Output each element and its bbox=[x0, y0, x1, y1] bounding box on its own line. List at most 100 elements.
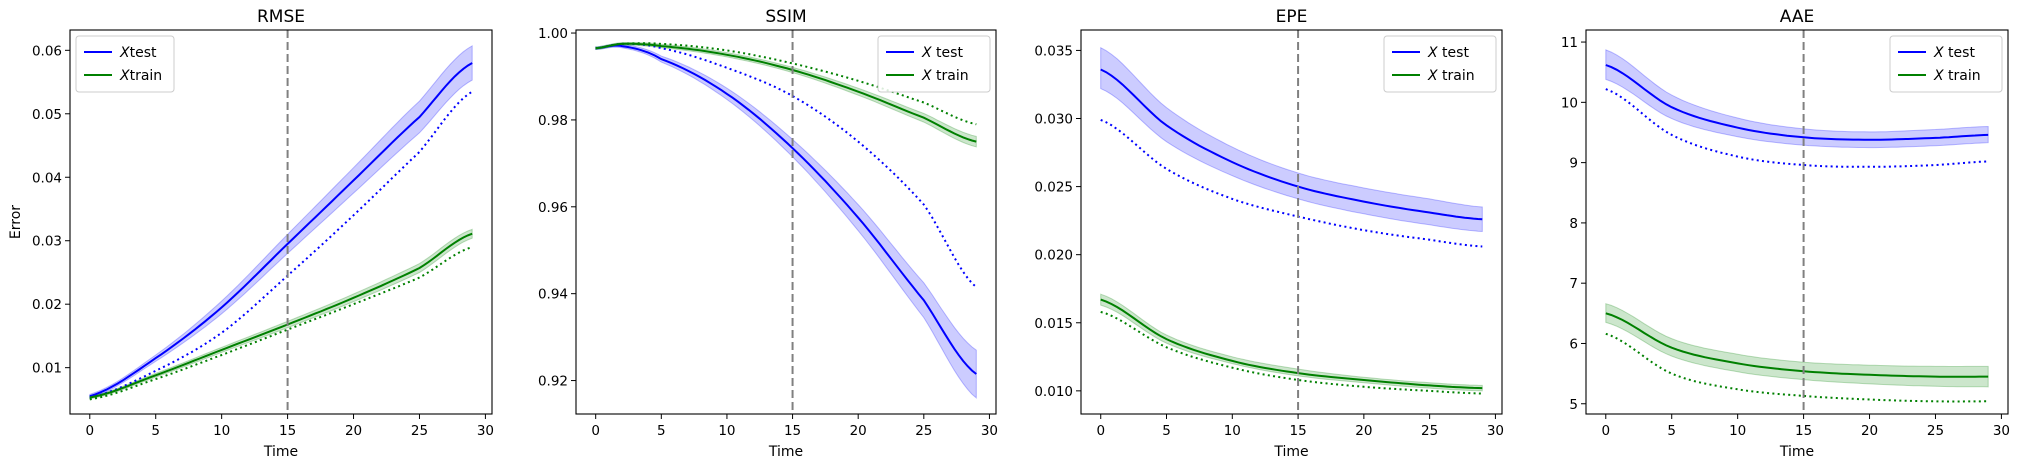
y-tick-label: 0.010 bbox=[1034, 384, 1073, 400]
x-tick-label: 0 bbox=[1601, 423, 1610, 439]
y-tick-label: 0.03 bbox=[32, 234, 62, 250]
x-tick-label: 15 bbox=[1795, 423, 1812, 439]
x-tick-label: 0 bbox=[85, 423, 94, 439]
chart-panel-epe: 0 5 10 15 20 25 30 0.010 0.015 0.020 0.025 0.030 0.0… bbox=[1034, 7, 1504, 460]
chart-title: EPE bbox=[1276, 7, 1308, 27]
x-tick-label: 15 bbox=[1289, 423, 1306, 439]
x-tick-label: 30 bbox=[1993, 423, 2010, 439]
x-tick-label: 15 bbox=[279, 423, 296, 439]
chart-title: AAE bbox=[1780, 7, 1814, 27]
y-axis-label: Error bbox=[8, 205, 24, 239]
confidence-band-xtest bbox=[1605, 49, 1989, 149]
x-tick-label: 20 bbox=[850, 423, 867, 439]
chart-panel-aae: 0 5 10 15 20 25 30 5 6 7 8 9 10 11 AAE Time X test X trai… bbox=[1561, 7, 2010, 460]
legend: Xtest Xtrain bbox=[75, 35, 175, 93]
x-tick-label: 30 bbox=[981, 423, 998, 439]
legend-box bbox=[877, 35, 991, 93]
y-tick-label: 5 bbox=[1569, 397, 1578, 413]
axes-frame bbox=[575, 29, 997, 415]
y-tick-label: 0.96 bbox=[538, 200, 568, 216]
axes-frame bbox=[1080, 29, 1503, 415]
legend-box bbox=[1889, 35, 2003, 93]
y-tick-label: 9 bbox=[1569, 156, 1578, 172]
legend-box bbox=[75, 35, 175, 93]
x-tick-label: 25 bbox=[915, 423, 932, 439]
x-tick-label: 0 bbox=[591, 423, 600, 439]
y-tick-label: 0.98 bbox=[538, 113, 568, 129]
x-tick-label: 5 bbox=[151, 423, 160, 439]
legend-entry: X train bbox=[1427, 68, 1475, 84]
x-axis-label: Time bbox=[1273, 444, 1308, 460]
y-tick-label: 0.015 bbox=[1034, 316, 1073, 332]
y-tick-label: 0.02 bbox=[32, 297, 62, 313]
x-tick-label: 20 bbox=[1861, 423, 1878, 439]
x-tick-label: 0 bbox=[1096, 423, 1105, 439]
x-tick-label: 30 bbox=[1487, 423, 1504, 439]
legend-entry: X test bbox=[1427, 45, 1469, 61]
x-tick-label: 30 bbox=[477, 423, 494, 439]
confidence-band-xtest bbox=[1100, 46, 1483, 233]
y-tick-label: 0.030 bbox=[1034, 112, 1073, 128]
x-tick-label: 10 bbox=[213, 423, 230, 439]
x-tick-label: 20 bbox=[345, 423, 362, 439]
y-tick-label: 1.00 bbox=[538, 26, 568, 42]
mean-line-xtest bbox=[1605, 64, 1989, 141]
dotted-line-xtrain bbox=[1100, 310, 1483, 395]
confidence-band-xtrain bbox=[595, 42, 977, 148]
x-tick-label: 5 bbox=[1667, 423, 1676, 439]
y-tick-label: 0.04 bbox=[32, 170, 62, 186]
x-axis-label: Time bbox=[1779, 444, 1814, 460]
y-tick-label: 8 bbox=[1569, 216, 1578, 232]
y-tick-label: 0.035 bbox=[1034, 43, 1073, 59]
y-tick-label: 0.025 bbox=[1034, 180, 1073, 196]
confidence-band-xtrain bbox=[1605, 303, 1989, 388]
axes-frame bbox=[69, 29, 493, 415]
x-tick-label: 20 bbox=[1355, 423, 1372, 439]
x-axis-label: Time bbox=[768, 444, 803, 460]
legend-entry: Xtest bbox=[119, 45, 157, 61]
legend: X test X train bbox=[877, 35, 991, 93]
y-tick-label: 0.94 bbox=[538, 287, 568, 303]
x-tick-label: 25 bbox=[411, 423, 428, 439]
mean-line-xtest bbox=[595, 44, 977, 375]
legend-entry: X test bbox=[921, 45, 963, 61]
y-tick-label: 0.020 bbox=[1034, 248, 1073, 264]
y-tick-label: 0.92 bbox=[538, 374, 568, 390]
y-tick-label: 7 bbox=[1569, 276, 1578, 292]
x-tick-label: 15 bbox=[784, 423, 801, 439]
x-axis-label: Time bbox=[263, 444, 298, 460]
y-tick-label: 0.01 bbox=[32, 361, 62, 377]
x-tick-label: 25 bbox=[1421, 423, 1438, 439]
legend: X test X train bbox=[1383, 35, 1497, 93]
x-tick-label: 5 bbox=[1162, 423, 1171, 439]
chart-title: RMSE bbox=[257, 7, 305, 27]
x-tick-label: 5 bbox=[657, 423, 666, 439]
legend: X test X train bbox=[1889, 35, 2003, 93]
y-tick-label: 0.05 bbox=[32, 107, 62, 123]
x-tick-label: 10 bbox=[1224, 423, 1241, 439]
chart-title: SSIM bbox=[765, 7, 806, 27]
x-tick-label: 10 bbox=[1729, 423, 1746, 439]
legend-entry: X train bbox=[1933, 68, 1981, 84]
chart-panel-ssim: 0 5 10 15 20 25 30 0.92 0.94 0.96 0.98 1.00 SSIM Time… bbox=[538, 7, 998, 460]
y-tick-label: 0.06 bbox=[32, 43, 62, 59]
y-tick-label: 6 bbox=[1569, 336, 1578, 352]
chart-panel-rmse: 0 5 10 15 20 25 30 0.01 0.02 0.03 0.04 0.05 0.06 RMSE… bbox=[8, 7, 494, 460]
confidence-band-xtest bbox=[595, 43, 977, 399]
x-tick-label: 25 bbox=[1927, 423, 1944, 439]
dotted-line-xtrain bbox=[89, 246, 473, 401]
legend-box bbox=[1383, 35, 1497, 93]
legend-entry: X test bbox=[1933, 45, 1975, 61]
x-tick-label: 10 bbox=[718, 423, 735, 439]
legend-entry: Xtrain bbox=[119, 68, 162, 84]
mean-line-xtest bbox=[89, 62, 473, 398]
confidence-band-xtrain bbox=[89, 228, 473, 400]
mean-line-xtrain bbox=[595, 42, 977, 143]
legend-entry: X train bbox=[921, 68, 969, 84]
y-tick-label: 10 bbox=[1561, 95, 1578, 111]
dotted-line-xtest bbox=[1605, 88, 1989, 168]
confidence-band-xtest bbox=[89, 45, 473, 399]
y-tick-label: 11 bbox=[1561, 35, 1578, 51]
axes-frame bbox=[1585, 29, 2009, 415]
